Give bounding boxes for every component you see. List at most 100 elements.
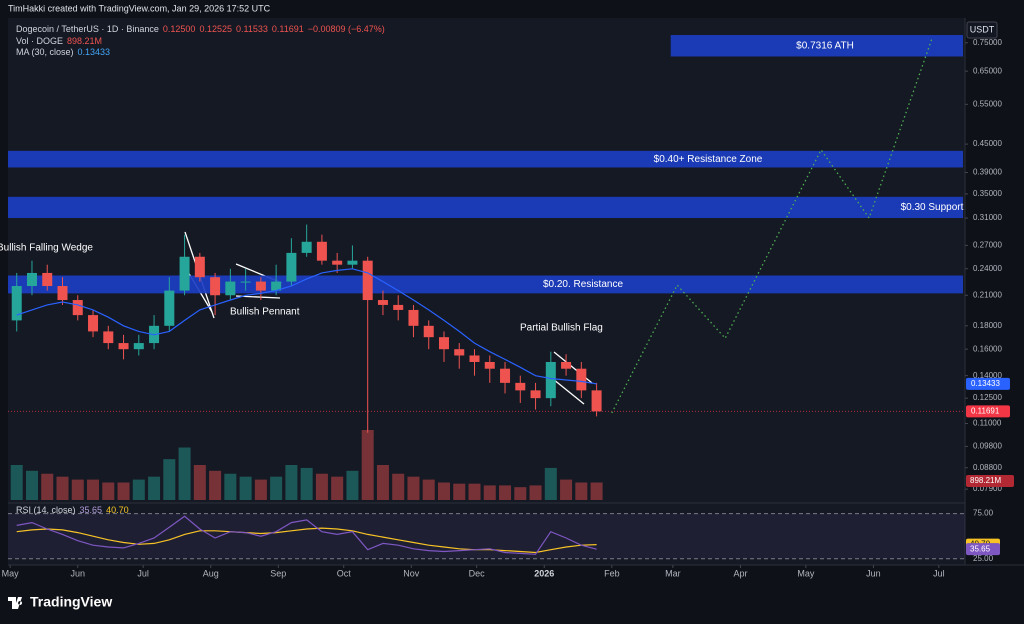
x-tick-label: 2026 bbox=[534, 568, 554, 578]
candle-body bbox=[11, 286, 22, 321]
candle-body bbox=[469, 355, 480, 362]
y-tick-label: 0.11000 bbox=[973, 419, 1002, 428]
brand: TradingView bbox=[30, 594, 112, 610]
x-tick-label: Feb bbox=[604, 568, 620, 578]
y-tick-label: 0.45000 bbox=[973, 139, 1002, 148]
volume-bar bbox=[163, 459, 176, 500]
volume-bar bbox=[148, 476, 161, 500]
price-tag bbox=[966, 405, 1010, 418]
annotation: Bullish Pennant bbox=[230, 307, 300, 318]
volume-bar bbox=[56, 476, 69, 500]
x-tick-label: Mar bbox=[665, 568, 681, 578]
zone-label: $0.7316 ATH bbox=[796, 40, 854, 51]
ma-line bbox=[16, 268, 597, 385]
rsi-line bbox=[16, 515, 597, 555]
candle-body bbox=[255, 281, 266, 291]
x-tick-label: Sep bbox=[270, 568, 286, 578]
volume-bar bbox=[132, 479, 145, 500]
zone bbox=[670, 35, 963, 57]
y-tick-label: 0.55000 bbox=[973, 99, 1002, 108]
zone bbox=[8, 150, 963, 168]
candle-body bbox=[240, 281, 251, 283]
y-tick-label: 0.24000 bbox=[973, 264, 1002, 273]
candle-body bbox=[286, 252, 297, 282]
candle-body bbox=[271, 281, 282, 291]
rsi-legend-item: 35.65 bbox=[80, 505, 103, 515]
currency-box[interactable] bbox=[966, 21, 998, 39]
candle-body bbox=[454, 349, 465, 356]
volume-bar bbox=[10, 465, 23, 500]
x-tick-label: Apr bbox=[733, 568, 747, 578]
candle-body bbox=[72, 300, 83, 316]
header: TimHakki created with TradingView.com, J… bbox=[8, 3, 271, 13]
x-tick-label: Jun bbox=[71, 568, 86, 578]
currency: USDT bbox=[970, 24, 995, 34]
volume-bar bbox=[224, 473, 237, 500]
y-tick-label: 0.18000 bbox=[973, 321, 1002, 330]
volume-bar bbox=[529, 485, 542, 500]
volume-bar bbox=[102, 482, 115, 500]
volume-bar bbox=[392, 473, 405, 500]
price-tag bbox=[966, 377, 1010, 390]
y-tick-label: 0.35000 bbox=[973, 189, 1002, 198]
y-tick-label: 0.39000 bbox=[973, 168, 1002, 177]
legend-row: MA (30, close) 0.13433 bbox=[16, 47, 110, 57]
logo-icon bbox=[8, 597, 23, 609]
volume-bar bbox=[346, 470, 359, 500]
change: −0.00809 (−6.47%) bbox=[308, 24, 385, 34]
rsi-band bbox=[8, 513, 965, 559]
candle-body bbox=[408, 309, 419, 326]
volume-bar bbox=[499, 485, 512, 500]
rsi-tick-label: 75.00 bbox=[973, 509, 994, 518]
close: 0.11691 bbox=[272, 24, 304, 34]
candle-body bbox=[423, 325, 434, 338]
volume-bar bbox=[483, 485, 496, 500]
volume-bar bbox=[71, 479, 84, 500]
candle-body bbox=[42, 272, 53, 287]
volume-bar bbox=[315, 473, 328, 500]
y-tick-label: 0.65000 bbox=[973, 66, 1002, 75]
legend: Dogecoin / TetherUS · 1D · Binance 0.1250… bbox=[16, 24, 385, 57]
volume-bar bbox=[514, 487, 527, 500]
candle-body bbox=[210, 277, 221, 296]
x-tick-label: Dec bbox=[469, 568, 486, 578]
x-tick-label: Jun bbox=[866, 568, 881, 578]
legend-row: Vol · DOGE 898.21M bbox=[16, 36, 102, 46]
volume-bar bbox=[376, 465, 389, 500]
x-tick-label: Oct bbox=[337, 568, 352, 578]
candle-body bbox=[301, 241, 312, 253]
volume-bar bbox=[87, 479, 100, 500]
candle-body bbox=[561, 361, 572, 369]
x-tick-label: May bbox=[797, 568, 815, 578]
y-tick-label: 0.07900 bbox=[973, 484, 1002, 493]
volume-bar bbox=[300, 467, 313, 500]
x-tick-label: Jul bbox=[137, 568, 149, 578]
legend-row: Dogecoin / TetherUS · 1D · Binance 0.1250… bbox=[16, 24, 385, 34]
candle-body bbox=[332, 260, 343, 265]
candle-body bbox=[591, 390, 602, 412]
volume-tag-label: 898.21M bbox=[970, 476, 1001, 485]
high: 0.12525 bbox=[199, 24, 232, 34]
volume-bar bbox=[209, 470, 222, 500]
x-tick-label: May bbox=[2, 568, 20, 578]
candle-body bbox=[530, 390, 541, 399]
candle-body bbox=[133, 343, 144, 350]
candle-body bbox=[393, 304, 404, 310]
volume-name: Vol · DOGE bbox=[16, 36, 63, 46]
candle-body bbox=[57, 286, 68, 301]
volume-bar bbox=[468, 483, 481, 500]
volume-bar bbox=[437, 482, 450, 500]
volume-tag bbox=[966, 475, 1014, 487]
rsi-tick-label: 25.00 bbox=[973, 554, 994, 563]
open: 0.12500 bbox=[163, 24, 196, 34]
volume-bar bbox=[254, 479, 267, 500]
volume-bar bbox=[422, 479, 435, 500]
price-tag-label: 0.13433 bbox=[971, 379, 1000, 388]
zone-label: $0.30 Support bbox=[901, 202, 964, 213]
volume-bar bbox=[178, 447, 191, 500]
volume-bar bbox=[560, 479, 573, 500]
volume-bar bbox=[361, 430, 374, 500]
candle-body bbox=[225, 281, 236, 296]
volume-bar bbox=[117, 482, 130, 500]
